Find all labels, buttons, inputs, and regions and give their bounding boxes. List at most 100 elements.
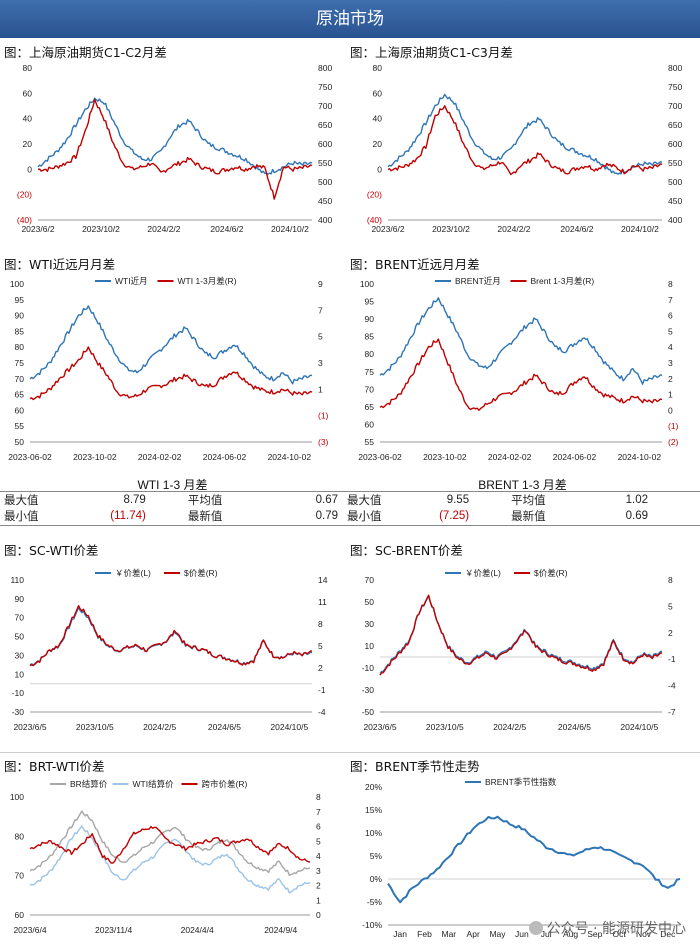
y-tick-label: 100 <box>10 279 24 289</box>
x-tick-label: 2023-06-02 <box>358 452 402 462</box>
y-tick-label: (20) <box>367 190 382 200</box>
y-tick-label: 95 <box>15 295 25 305</box>
y2-tick-label: -1 <box>318 685 326 695</box>
y2-tick-label: 550 <box>668 158 682 168</box>
y2-tick-label: 450 <box>668 196 682 206</box>
brent-min-label: 最小值 <box>347 511 382 523</box>
brent-avg-value: 1.02 <box>625 494 648 506</box>
x-tick-label: 2024/2/5 <box>493 722 526 732</box>
chart-brt-wti: 100 80 70 60 8 7 6 5 4 3 2 1 0 2023/6/4 2023/11/4 2024/… <box>0 775 345 945</box>
y-tick-label: -5% <box>367 897 383 907</box>
x-tick-label: 2024-10-02 <box>268 452 312 462</box>
y-tick-label: 40 <box>373 114 383 124</box>
legend-label: WTI 1-3月差(R) <box>178 276 237 286</box>
legend-label: BRENT近月 <box>455 276 501 286</box>
panel-title-sc-wti: 图：SC-WTI价差 <box>4 543 99 558</box>
y2-tick-label: 9 <box>318 279 323 289</box>
y2-tick-label: 2 <box>316 881 321 891</box>
y2-tick-label: 800 <box>668 63 682 73</box>
x-tick-label: Nov <box>636 929 652 939</box>
chart-sc-c1c3: 80 60 40 20 0 (20) (40) 800 750 700 650 600 550 500 45… <box>350 60 695 250</box>
x-tick-label: 2023/6/5 <box>363 722 396 732</box>
y2-tick-label: 600 <box>668 139 682 149</box>
x-tick-label: Sep <box>587 929 602 939</box>
y-tick-label: 80 <box>15 342 25 352</box>
x-tick-label: 2023/6/2 <box>371 224 404 234</box>
chart-wti-spread: 100 95 90 85 80 75 70 65 60 55 50 9 7 5 3 1 (1) (3) 2023-0… <box>0 270 345 470</box>
wti-min-label: 最小值 <box>4 511 39 523</box>
brent-stats-title: BRENT 1-3 月差 <box>478 478 567 492</box>
y-tick-label: 0 <box>377 164 382 174</box>
y2-tick-label: -4 <box>318 707 326 717</box>
y-tick-label: 20 <box>373 139 383 149</box>
x-tick-label: Oct <box>613 929 627 939</box>
wti-latest-label: 最新值 <box>187 511 223 523</box>
series-line-1 <box>379 338 663 411</box>
panel-title-sc-c1c2: 图：上海原油期货C1-C2月差 <box>4 45 167 60</box>
y2-tick-label: (1) <box>318 411 329 421</box>
y-tick-label: -10 <box>362 663 375 673</box>
y2-tick-label: 600 <box>318 139 332 149</box>
y-tick-label: -10 <box>12 688 25 698</box>
y-tick-label: 5% <box>370 851 383 861</box>
y2-tick-label: 800 <box>318 63 332 73</box>
y2-tick-label: -4 <box>668 681 676 691</box>
y2-tick-label: 1 <box>668 390 673 400</box>
y-tick-label: 20 <box>23 139 33 149</box>
y-tick-label: 60 <box>365 419 375 429</box>
legend-label: $价差(R) <box>184 568 218 578</box>
series-line-1 <box>29 605 312 667</box>
y-tick-label: 0% <box>370 874 383 884</box>
brent-latest-value: 0.69 <box>625 510 648 522</box>
x-tick-label: 2024/10/5 <box>620 722 658 732</box>
y2-tick-label: 650 <box>668 120 682 130</box>
x-tick-label: 2024/6/5 <box>558 722 591 732</box>
x-tick-label: 2024/4/4 <box>181 925 214 935</box>
y2-tick-label: 550 <box>318 158 332 168</box>
y-tick-label: 60 <box>15 405 25 415</box>
x-tick-label: Apr <box>467 929 480 939</box>
series-line-0 <box>387 815 681 904</box>
y2-tick-label: 700 <box>668 101 682 111</box>
wti-latest-value: 0.79 <box>315 510 338 522</box>
series-line-1 <box>29 346 313 401</box>
y-tick-label: 75 <box>15 358 25 368</box>
y2-tick-label: 5 <box>668 326 673 336</box>
series-line-1 <box>29 825 311 894</box>
y2-tick-label: 8 <box>668 279 673 289</box>
y2-tick-label: 3 <box>668 358 673 368</box>
brent-max-value: 9.55 <box>446 494 470 506</box>
panel-title-brent-spread: 图：BRENT近远月月差 <box>350 257 480 272</box>
stats-divider-bottom <box>0 525 700 526</box>
x-tick-label: 2024/6/2 <box>210 224 243 234</box>
y-tick-label: 110 <box>10 575 24 585</box>
y-tick-label: 85 <box>15 326 25 336</box>
panel-title-sc-c1c3: 图：上海原油期货C1-C3月差 <box>350 45 513 60</box>
y2-tick-label: 7 <box>316 807 321 817</box>
legend-label: WTI近月 <box>115 276 148 286</box>
y2-tick-label: 6 <box>316 822 321 832</box>
series-line-0 <box>29 305 313 385</box>
x-tick-label: 2023-06-02 <box>8 452 52 462</box>
y2-tick-label: (2) <box>668 437 679 447</box>
x-tick-label: 2023-10-02 <box>73 452 117 462</box>
y2-tick-label: 5 <box>316 836 321 846</box>
series-line-1 <box>37 98 313 200</box>
y2-tick-label: 0 <box>316 910 321 920</box>
chart-sc-wti: 110 90 70 50 30 10 -10 -30 14 11 8 5 2 -1 -4 2023/6/5 20… <box>0 560 345 740</box>
y-tick-label: 65 <box>365 402 375 412</box>
y-tick-label: 20% <box>365 782 382 792</box>
x-tick-label: 2024-06-02 <box>553 452 597 462</box>
y2-tick-label: 4 <box>316 851 321 861</box>
y2-tick-label: 3 <box>318 358 323 368</box>
watermark-text: 公众号 · 能源研发中心 <box>546 921 686 937</box>
x-tick-label: Dec <box>660 929 676 939</box>
wti-avg-label: 平均值 <box>187 495 223 507</box>
x-tick-label: 2023/6/2 <box>21 224 54 234</box>
y2-tick-label: 8 <box>318 619 323 629</box>
panel-title-sc-brent: 图：SC-BRENT价差 <box>350 543 463 558</box>
y2-tick-label: -1 <box>668 654 676 664</box>
x-tick-label: Feb <box>417 929 432 939</box>
brent-latest-label: 最新值 <box>511 511 546 523</box>
y-tick-label: 55 <box>15 421 25 431</box>
